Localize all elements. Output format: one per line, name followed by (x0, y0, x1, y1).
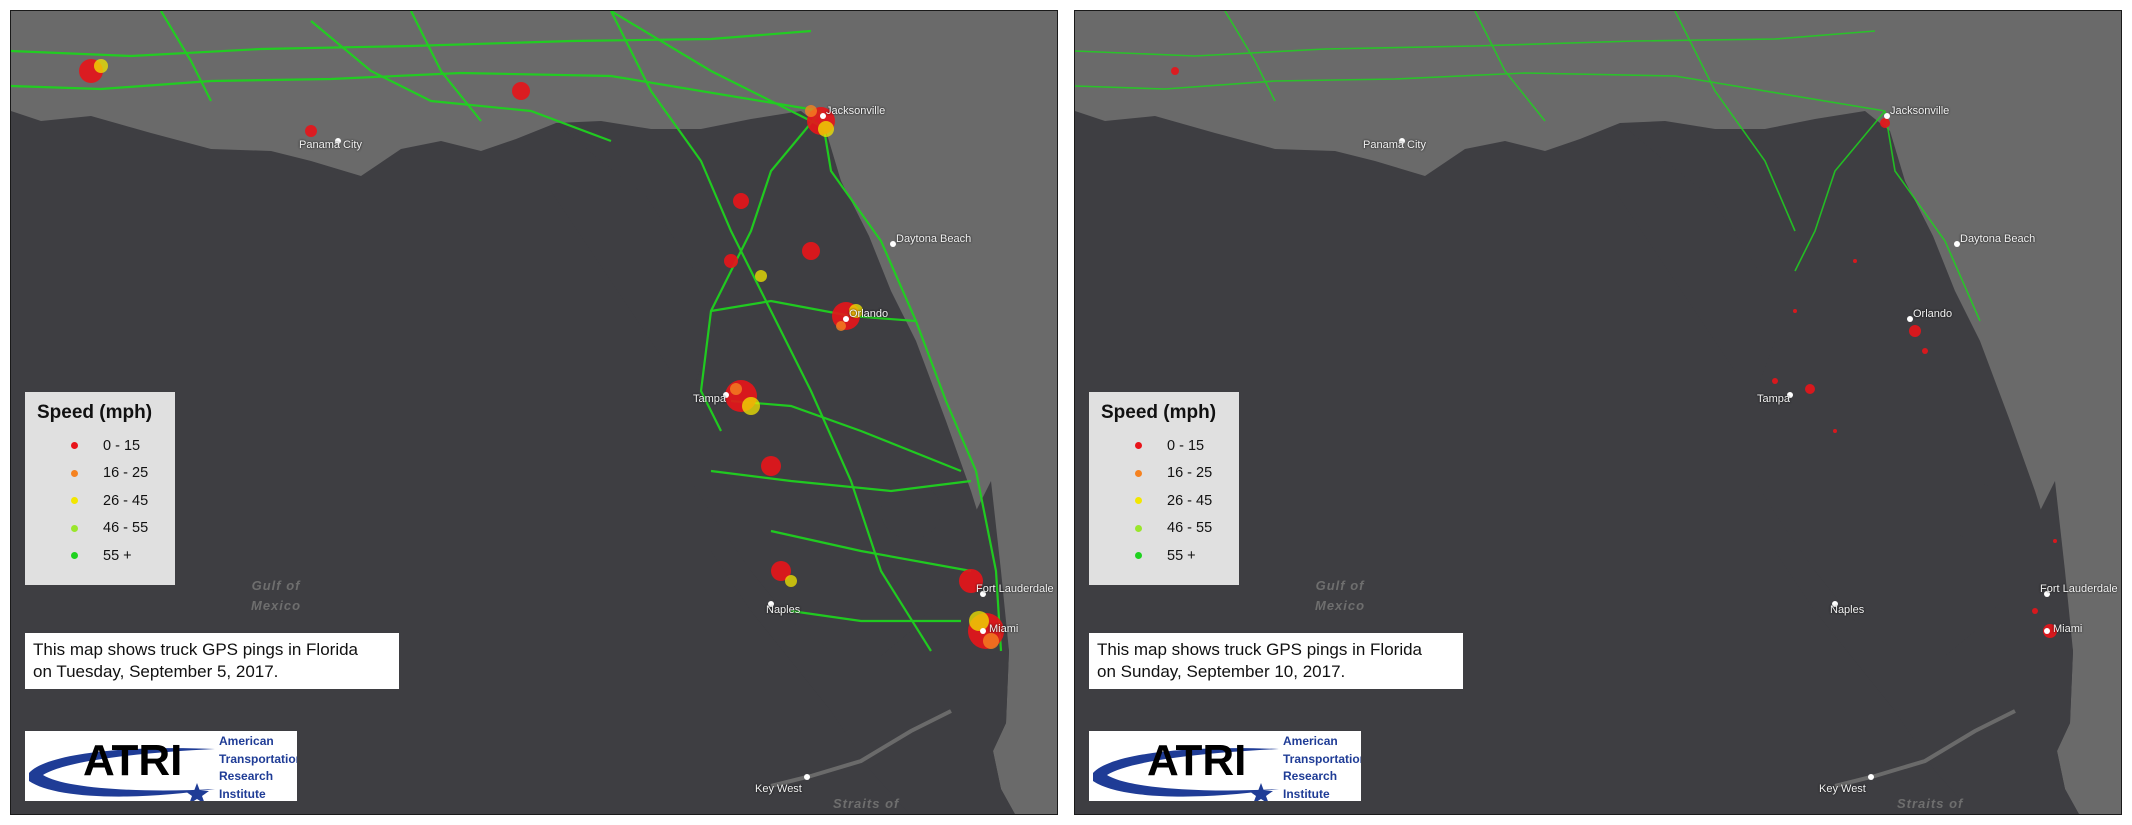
city-label-panama-city: Panama City (1363, 139, 1426, 151)
speed-legend: Speed (mph) 0 - 15 16 - 25 26 - 45 46 - … (25, 392, 175, 585)
city-label-panama-city: Panama City (299, 139, 362, 151)
legend-title: Speed (mph) (1101, 402, 1217, 423)
city-label-daytona-beach: Daytona Beach (896, 233, 972, 245)
map-panel-after: Panama City Jacksonville Daytona Beach O… (1074, 10, 2122, 815)
city-label-miami: Miami (989, 623, 1019, 635)
water-label-gulf: Gulf of Mexico (1315, 576, 1365, 616)
legend-swatch (71, 469, 78, 477)
legend-item: 55 + (1101, 542, 1239, 570)
map-panel-before: Panama City Jacksonville Daytona Beach O… (10, 10, 1058, 815)
legend-item: 16 - 25 (1101, 460, 1239, 488)
city-label-fort-lauderdale: Fort Lauderdale (976, 583, 1054, 595)
legend-title: Speed (mph) (37, 402, 153, 423)
atri-name-line3: Research (1283, 769, 1338, 783)
caption-line-1: This map shows truck GPS pings in Florid… (33, 640, 359, 659)
water-label-gulf-line1: Gulf of (1315, 578, 1365, 593)
legend-label: 46 - 55 (1167, 520, 1213, 537)
legend-label: 55 + (103, 547, 132, 564)
atri-logo: ATRI American Transportation Research In… (1089, 731, 1361, 801)
water-label-straits: Straits of (1897, 796, 1964, 811)
city-label-jacksonville: Jacksonville (1890, 105, 1950, 117)
legend-swatch (1135, 497, 1142, 505)
city-label-orlando: Orlando (849, 308, 889, 320)
atri-name-line4: Institute (219, 786, 266, 801)
legend-label: 46 - 55 (103, 520, 149, 537)
legend-swatch (1135, 469, 1142, 477)
city-label-jacksonville: Jacksonville (826, 105, 886, 117)
water-label-gulf-line1: Gulf of (251, 578, 301, 593)
city-label-key-west: Key West (1819, 783, 1866, 795)
legend-item: 46 - 55 (37, 515, 175, 543)
atri-name-line1: American (1283, 734, 1338, 748)
legend-item: 0 - 15 (1101, 432, 1239, 460)
atri-logo-mark: ATRI (29, 736, 215, 801)
legend-swatch (71, 442, 78, 450)
atri-name-line4: Institute (1283, 786, 1330, 801)
legend-swatch (71, 552, 78, 560)
legend-swatch (1135, 442, 1142, 450)
city-label-fort-lauderdale: Fort Lauderdale (2040, 583, 2118, 595)
map-caption: This map shows truck GPS pings in Florid… (25, 633, 399, 689)
legend-label: 0 - 15 (103, 437, 141, 454)
atri-name-line2: Transportation (1283, 751, 1361, 766)
city-label-orlando: Orlando (1913, 308, 1953, 320)
legend-label: 55 + (1167, 547, 1196, 564)
caption-line-1: This map shows truck GPS pings in Florid… (1097, 640, 1423, 659)
city-label-daytona-beach: Daytona Beach (1960, 233, 2036, 245)
legend-label: 26 - 45 (103, 492, 149, 509)
florida-map (1075, 11, 2121, 814)
legend-item: 0 - 15 (37, 432, 175, 460)
legend-item: 46 - 55 (1101, 515, 1239, 543)
atri-name-line3: Research (219, 769, 274, 783)
city-label-tampa: Tampa (693, 393, 727, 405)
atri-acronym: ATRI (83, 736, 182, 785)
atri-logo: ATRI American Transportation Research In… (25, 731, 297, 801)
legend-label: 16 - 25 (103, 465, 149, 482)
atri-name: American Transportation Research Institu… (219, 733, 297, 801)
legend-label: 0 - 15 (1167, 437, 1205, 454)
water-label-gulf-line2: Mexico (251, 598, 302, 613)
water-label-gulf-line2: Mexico (1315, 598, 1366, 613)
legend-label: 26 - 45 (1167, 492, 1213, 509)
atri-name-line2: Transportation (219, 751, 297, 766)
legend-swatch (71, 524, 78, 532)
caption-line-2: on Tuesday, September 5, 2017. (33, 662, 279, 681)
atri-logo-mark: ATRI (1093, 736, 1279, 801)
legend-swatch (1135, 524, 1142, 532)
city-label-key-west: Key West (755, 783, 802, 795)
atri-name-line1: American (219, 734, 274, 748)
legend-item: 26 - 45 (1101, 487, 1239, 515)
map-caption: This map shows truck GPS pings in Florid… (1089, 633, 1463, 689)
caption-line-2: on Sunday, September 10, 2017. (1097, 662, 1346, 681)
city-label-naples: Naples (766, 604, 801, 616)
legend-label: 16 - 25 (1167, 465, 1213, 482)
legend-swatch (1135, 552, 1142, 560)
city-label-naples: Naples (1830, 604, 1865, 616)
atri-name: American Transportation Research Institu… (1283, 733, 1361, 801)
city-label-miami: Miami (2053, 623, 2083, 635)
city-label-tampa: Tampa (1757, 393, 1791, 405)
water-label-gulf: Gulf of Mexico (251, 576, 301, 616)
legend-item: 55 + (37, 542, 175, 570)
legend-item: 26 - 45 (37, 487, 175, 515)
legend-swatch (71, 497, 78, 505)
water-label-straits: Straits of (833, 796, 900, 811)
atri-acronym: ATRI (1147, 736, 1246, 785)
legend-item: 16 - 25 (37, 460, 175, 488)
speed-legend: Speed (mph) 0 - 15 16 - 25 26 - 45 46 - … (1089, 392, 1239, 585)
